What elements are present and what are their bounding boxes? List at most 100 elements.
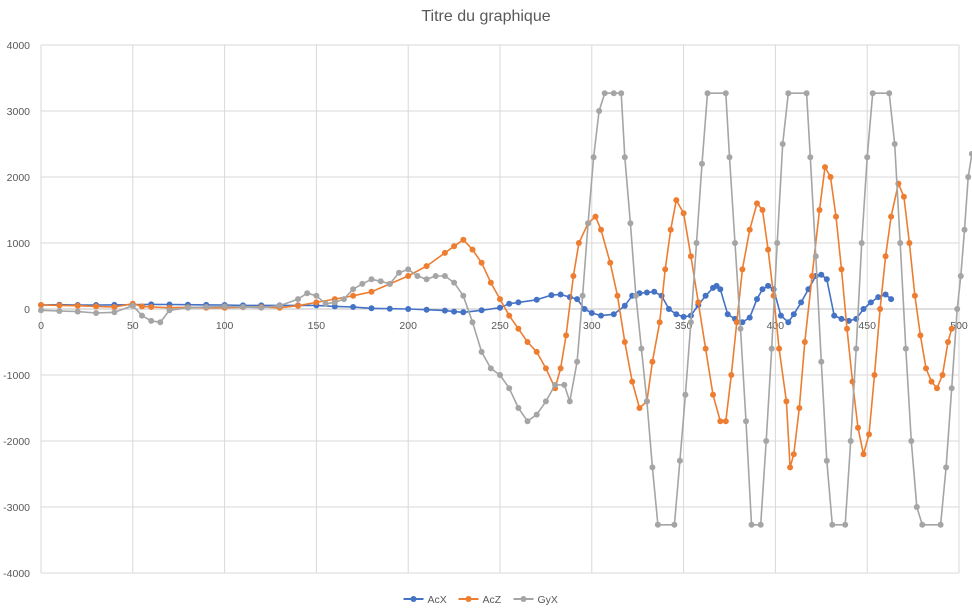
data-point-acz [702,345,709,352]
y-tick-label: -3000 [3,502,30,514]
data-point-acx [785,319,792,326]
data-point-acx [818,271,825,278]
data-point-gyx [618,90,625,97]
data-point-acz [557,365,564,372]
data-point-gyx [748,521,755,528]
data-point-acx [798,299,805,306]
y-tick-label: 0 [24,304,30,316]
data-point-acz [717,418,724,425]
data-point-acx [759,286,766,293]
data-point-gyx [919,521,926,528]
data-point-acz [469,246,476,253]
data-point-acx [765,282,772,289]
data-point-gyx [596,108,603,114]
data-point-acz [838,266,845,273]
x-tick-label: 150 [308,320,326,332]
data-point-acx [724,311,731,318]
data-point-acz [796,405,803,411]
data-point-acz [636,405,643,411]
data-point-acz [614,292,621,299]
data-point-gyx [304,290,311,297]
data-point-acz [855,424,861,431]
data-point-gyx [166,307,173,314]
data-point-gyx [638,345,645,352]
data-point-gyx [891,141,898,147]
data-point-gyx [785,90,792,97]
x-tick-label: 50 [127,320,139,332]
data-point-acz [592,213,599,220]
data-point-gyx [621,154,628,161]
data-point-gyx [864,154,871,161]
legend-swatch-marker [520,596,527,602]
data-point-acz [882,253,889,260]
data-point-gyx [313,292,320,299]
data-point-acz [728,372,735,378]
data-point-gyx [954,306,961,312]
data-point-gyx [886,90,893,97]
data-point-gyx [423,276,430,283]
data-point-acz [673,197,680,204]
data-point-acx [581,306,588,312]
data-point-gyx [902,345,909,352]
data-point-acz [827,174,834,180]
data-point-gyx [704,90,711,97]
data-point-acz [515,325,522,332]
data-point-acz [733,319,740,326]
data-point-acz [687,253,694,260]
data-point-acz [911,292,918,299]
data-point-gyx [56,308,63,314]
data-point-gyx [129,302,136,309]
x-tick-label: 300 [583,320,601,332]
data-point-gyx [897,240,904,246]
data-point-gyx [601,90,608,97]
data-point-gyx [961,226,968,233]
data-point-gyx [687,319,694,326]
data-point-gyx [441,273,448,279]
data-point-acz [649,358,656,365]
data-point-acx [506,300,513,307]
data-point-gyx [763,438,770,444]
data-point-acz [934,385,940,392]
data-point-acz [888,213,895,220]
data-point-acz [148,304,155,310]
data-point-acx [867,299,874,306]
data-point-acz [746,226,753,233]
data-point-gyx [968,150,972,157]
data-point-acz [776,345,783,352]
data-point-acx [548,292,555,299]
data-point-gyx [768,345,775,352]
data-point-acz [487,279,494,286]
chart-title: Titre du graphique [421,8,551,25]
data-point-acx [754,296,760,303]
data-point-acx [673,311,680,318]
data-point-gyx [853,345,860,352]
data-point-acz [783,398,790,405]
data-point-acx [777,312,784,319]
data-point-gyx [649,464,656,471]
data-point-acx [888,296,895,303]
data-point-acz [923,365,929,372]
y-tick-label: 1000 [7,238,31,250]
data-point-acx [882,291,889,298]
data-point-gyx [579,292,586,299]
data-point-gyx [807,154,814,161]
y-tick-label: -4000 [3,568,30,580]
data-point-gyx [869,90,876,97]
data-point-acz [295,302,301,309]
data-point-gyx [524,418,531,425]
data-point-acz [739,266,746,273]
data-point-gyx [732,240,738,246]
data-point-acz [350,292,357,299]
data-point-gyx [533,411,540,418]
series-line-acz [40,166,953,469]
data-point-acz [928,378,935,385]
data-point-acx [478,307,485,314]
data-point-gyx [858,240,865,246]
data-point-gyx [368,276,375,283]
data-point-gyx [937,521,944,528]
data-point-acz [662,266,669,273]
data-point-acz [405,273,412,279]
data-point-gyx [561,381,568,388]
data-point-acz [74,302,81,309]
